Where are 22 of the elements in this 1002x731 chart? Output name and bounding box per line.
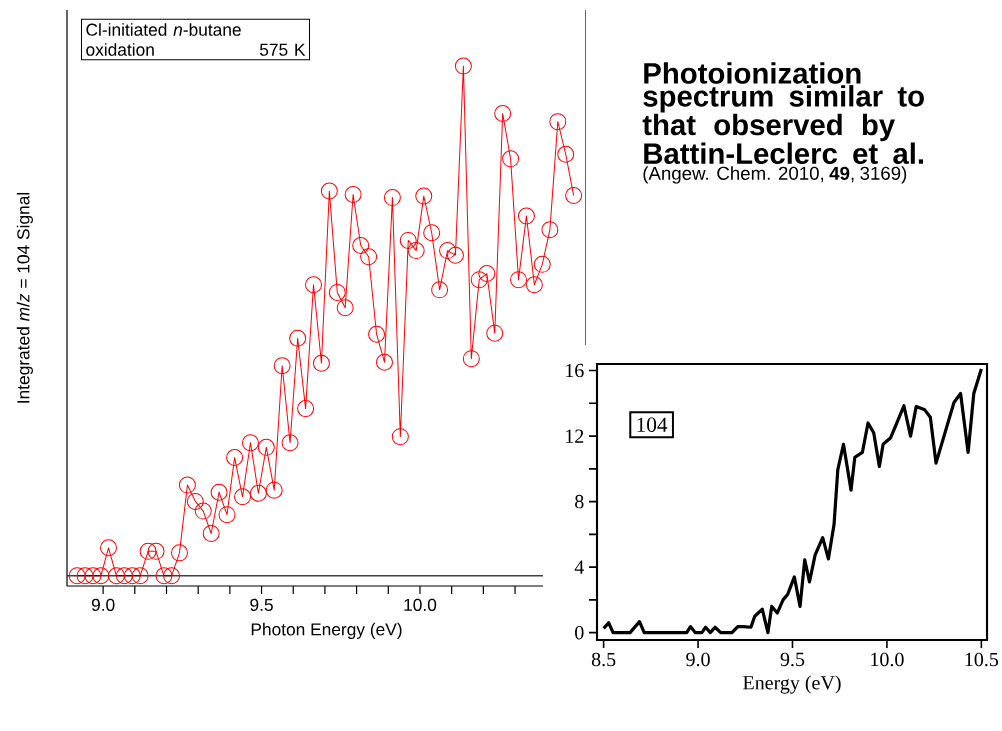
text: Cl-initiated n-butane xyxy=(86,23,241,36)
y-tick-label: 12 xyxy=(566,429,584,443)
text: Photoionization spectrum similar to that observed by Battin-Leclerc et al. xyxy=(642,62,924,165)
annotation: 104 xyxy=(637,417,668,432)
x-tick-label: 9.0 xyxy=(91,598,115,611)
x-tick-label: 10.0 xyxy=(404,598,437,611)
x-tick-label: 9.5 xyxy=(780,652,805,667)
line-series xyxy=(602,367,983,635)
y-tick-label: 4 xyxy=(574,560,584,574)
text: oxidation xyxy=(86,43,154,56)
y-tick-label: 16 xyxy=(566,363,584,378)
text: 575 K xyxy=(259,43,306,56)
x-tick-label: 9.5 xyxy=(250,598,273,611)
x-axis-title: Photon Energy (eV) xyxy=(251,622,402,639)
x-tick-label: 10.5 xyxy=(965,652,999,667)
y-tick-label: 8 xyxy=(575,494,584,509)
x-tick-label: 8.5 xyxy=(591,652,616,667)
text: (Angew. Chem. 2010, 49, 3169) xyxy=(643,166,907,184)
y-tick-label: 0 xyxy=(575,625,584,640)
x-axis-title: Energy (eV) xyxy=(743,675,841,694)
x-tick-label: 10.0 xyxy=(871,652,904,667)
x-tick-label: 9.0 xyxy=(686,652,710,667)
